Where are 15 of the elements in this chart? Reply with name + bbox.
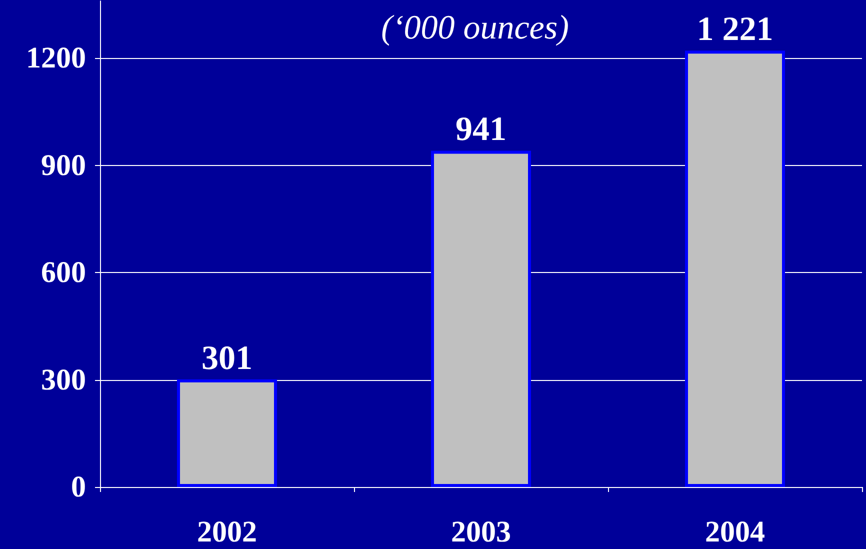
x-tick-label: 2003 (451, 516, 511, 548)
x-tick-label: 2002 (197, 516, 257, 548)
data-label: 1 221 (696, 11, 774, 48)
x-tick-label: 2004 (705, 516, 765, 548)
y-tick-label: 900 (41, 148, 86, 182)
data-label: 301 (202, 340, 252, 377)
bar (177, 379, 277, 487)
bar (431, 150, 531, 487)
y-tick-label: 300 (41, 363, 86, 396)
chart-title: (‘000 ounces) (381, 10, 569, 46)
y-tick-label: 600 (41, 256, 86, 290)
y-tick-label: 0 (71, 470, 86, 504)
data-label: 941 (456, 111, 506, 148)
bar (685, 50, 785, 487)
y-tick-label: 1200 (26, 42, 86, 75)
